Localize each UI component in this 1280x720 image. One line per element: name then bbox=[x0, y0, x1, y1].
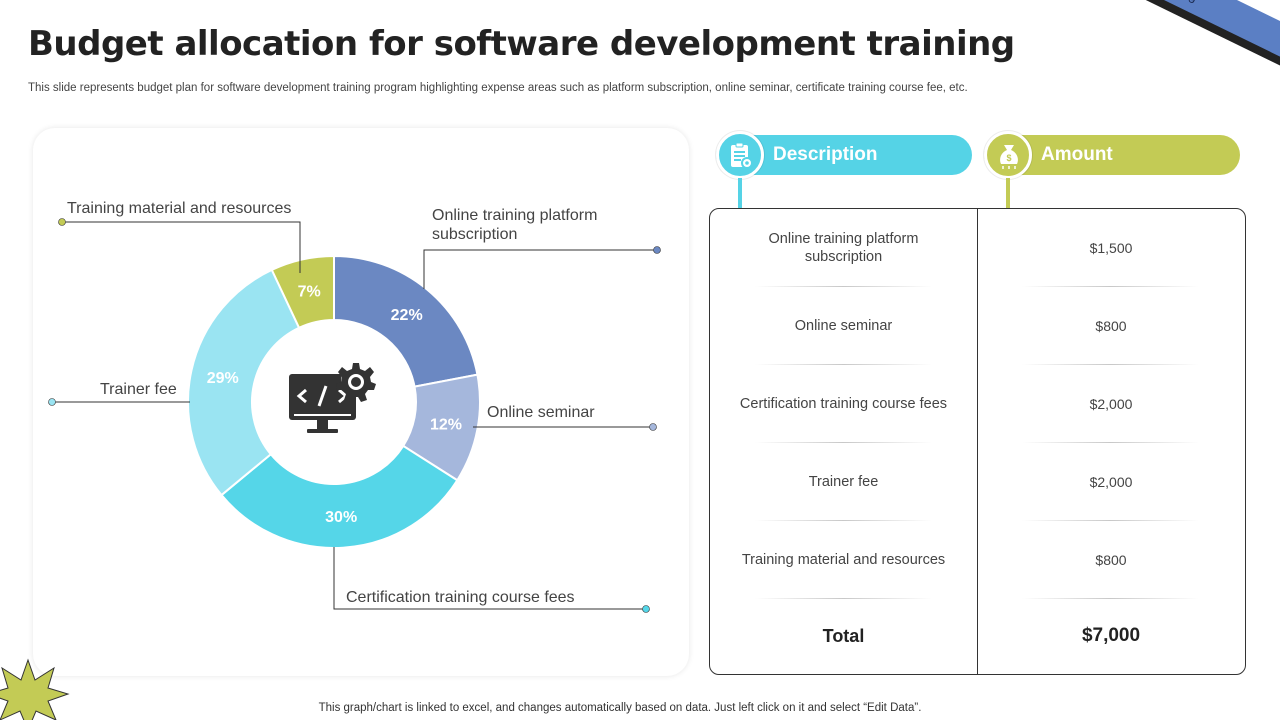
row-description: Training material and resources bbox=[741, 552, 946, 568]
value-label: 7% bbox=[298, 284, 321, 301]
table-row: Training material and resources $800 bbox=[710, 521, 1245, 599]
table-row: Certification training course fees $2,00… bbox=[710, 365, 1245, 443]
row-separator bbox=[755, 520, 932, 521]
budget-table: Online training platform subscription $1… bbox=[709, 208, 1246, 675]
row-amount: $800 bbox=[1095, 318, 1127, 334]
callout-trainer-fee: Trainer fee bbox=[100, 381, 177, 398]
leader-dot-online-seminar bbox=[649, 423, 657, 431]
description-header-stem bbox=[738, 178, 742, 208]
callout-training-material: Training material and resources bbox=[67, 200, 292, 217]
footer-note: This graph/chart is linked to excel, and… bbox=[318, 702, 922, 714]
column-divider bbox=[977, 209, 978, 674]
row-description: Online training platform subscription bbox=[768, 231, 919, 265]
amount-header-badge: $ bbox=[984, 131, 1032, 179]
leader-line-training-material bbox=[62, 221, 301, 273]
page-subtitle: This slide represents budget plan for so… bbox=[28, 82, 968, 94]
starburst-decoration bbox=[0, 658, 70, 720]
donut-value-labels: 22% 12% 30% 29% 7% bbox=[207, 284, 462, 526]
value-label: 22% bbox=[391, 307, 423, 324]
row-separator bbox=[1022, 364, 1199, 365]
table-row: Trainer fee $2,000 bbox=[710, 443, 1245, 521]
slice-certification[interactable] bbox=[220, 444, 459, 549]
row-description: Trainer fee bbox=[808, 474, 879, 490]
leader-dot-online-platform bbox=[653, 246, 661, 254]
total-amount: $7,000 bbox=[1081, 625, 1141, 646]
leader-dot-training-material bbox=[58, 218, 66, 226]
table-row: Online training platform subscription $1… bbox=[710, 209, 1245, 287]
row-separator bbox=[755, 286, 932, 287]
value-label: 29% bbox=[207, 370, 239, 387]
leader-line-online-platform bbox=[423, 249, 657, 289]
row-separator bbox=[1022, 598, 1199, 599]
callout-online-platform: Online training platform subscription bbox=[432, 207, 598, 243]
slice-trainer-fee[interactable] bbox=[187, 268, 301, 497]
amount-header-stem bbox=[1006, 178, 1010, 208]
row-amount: $2,000 bbox=[1089, 396, 1133, 412]
code-monitor-gear-icon bbox=[289, 363, 376, 433]
slice-training-material[interactable] bbox=[270, 254, 335, 330]
leader-dot-certification bbox=[642, 605, 650, 613]
row-amount: $1,500 bbox=[1089, 240, 1133, 256]
row-amount: $2,000 bbox=[1089, 474, 1133, 490]
money-bag-icon: $ bbox=[1000, 145, 1018, 169]
callout-leader-lines bbox=[48, 218, 661, 613]
leader-dot-trainer-fee bbox=[48, 398, 56, 406]
page-title: Budget allocation for software developme… bbox=[28, 24, 1015, 64]
svg-text:$: $ bbox=[1006, 153, 1011, 163]
donut-slices bbox=[187, 254, 481, 549]
row-separator bbox=[755, 442, 932, 443]
row-separator bbox=[755, 598, 932, 599]
slice-online-platform[interactable] bbox=[333, 254, 479, 388]
chart-card[interactable]: 22% 12% 30% 29% 7% Online training platform … bbox=[33, 128, 689, 676]
total-label: Total bbox=[822, 626, 865, 646]
row-separator bbox=[1022, 442, 1199, 443]
corner-ribbon: Skill Building bbox=[1044, 0, 1280, 95]
callout-certification: Certification training course fees bbox=[346, 589, 575, 606]
value-label: 30% bbox=[325, 509, 357, 526]
row-separator bbox=[755, 364, 932, 365]
leader-line-certification bbox=[333, 547, 646, 610]
row-separator bbox=[1022, 520, 1199, 521]
table-total-row: Total $7,000 bbox=[710, 597, 1245, 675]
donut-chart[interactable]: 22% 12% 30% 29% 7% bbox=[33, 128, 689, 676]
row-separator bbox=[1022, 286, 1199, 287]
document-gear-icon bbox=[731, 142, 753, 169]
value-label: 12% bbox=[430, 416, 462, 433]
row-amount: $800 bbox=[1095, 552, 1127, 568]
callout-online-seminar: Online seminar bbox=[487, 404, 595, 421]
table-row: Online seminar $800 bbox=[710, 287, 1245, 365]
description-header-badge bbox=[716, 131, 764, 179]
row-description: Online seminar bbox=[794, 318, 893, 334]
row-description: Certification training course fees bbox=[739, 396, 948, 412]
